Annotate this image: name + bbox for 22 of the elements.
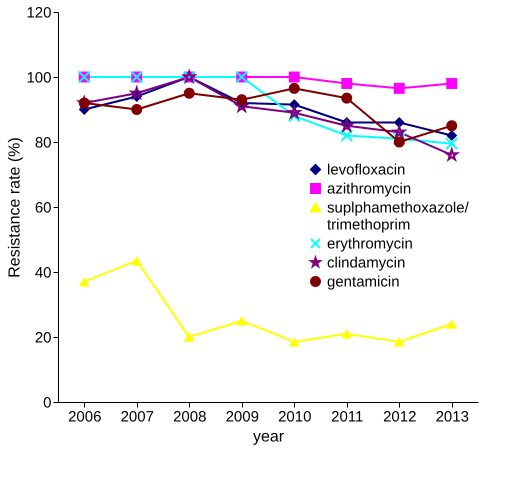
y-tick-label: 40 bbox=[34, 264, 52, 282]
y-tick-label: 120 bbox=[26, 4, 52, 22]
legend-label: levofloxacin bbox=[327, 162, 406, 178]
legend-label: azithromycin bbox=[327, 180, 412, 198]
y-tick-label: 80 bbox=[34, 134, 52, 152]
y-axis-title: Resistance rate (%) bbox=[6, 137, 24, 278]
x-tick-label: 2010 bbox=[278, 408, 312, 426]
legend-label: gentamicin bbox=[327, 274, 400, 290]
y-tick-label: 20 bbox=[34, 330, 52, 346]
x-tick-label: 2009 bbox=[226, 408, 259, 426]
y-tick-label: 0 bbox=[43, 394, 52, 412]
y-tick-label: 60 bbox=[34, 200, 52, 216]
x-tick-label: 2013 bbox=[436, 408, 469, 426]
x-tick-label: 2006 bbox=[68, 408, 102, 426]
x-tick-label: 2012 bbox=[383, 408, 416, 426]
x-axis-title: year bbox=[252, 428, 285, 446]
legend-label: erythromycin bbox=[327, 236, 413, 252]
x-tick-label: 2008 bbox=[173, 408, 206, 426]
y-tick-label: 100 bbox=[26, 70, 52, 86]
legend-label: clindamycin bbox=[327, 254, 406, 272]
x-tick-label: 2011 bbox=[331, 408, 364, 426]
x-tick-label: 2007 bbox=[120, 408, 154, 426]
